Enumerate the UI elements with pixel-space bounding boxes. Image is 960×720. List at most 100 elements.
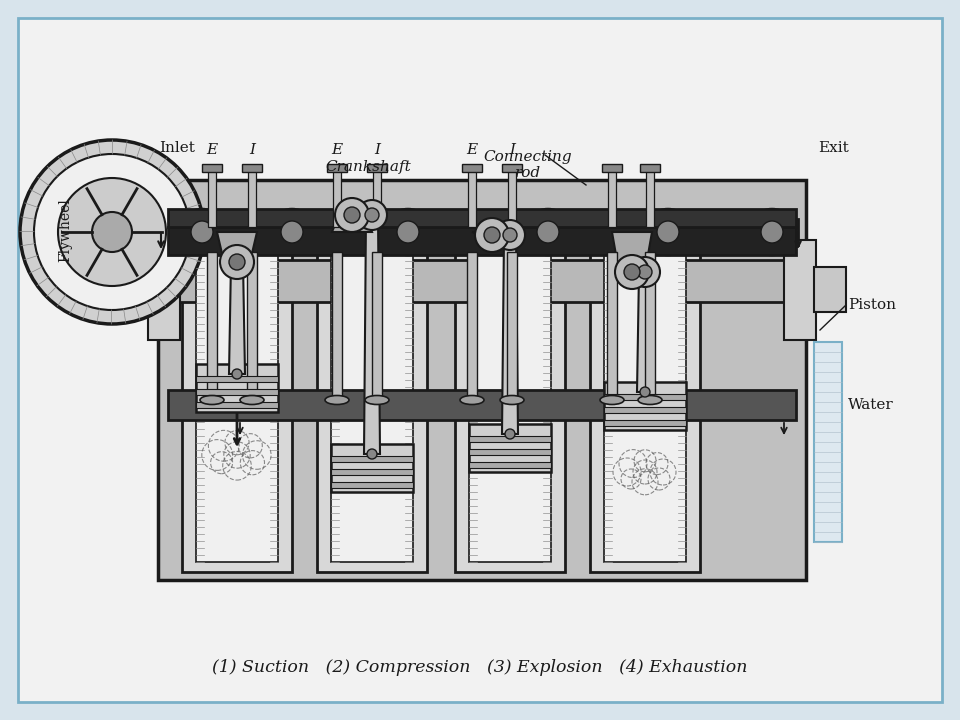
Bar (604, 382, 686, 430)
Text: Water: Water (848, 398, 894, 412)
Circle shape (34, 154, 190, 310)
Text: E: E (206, 143, 218, 157)
Circle shape (749, 209, 795, 255)
Polygon shape (472, 232, 512, 235)
Bar (640, 164, 660, 172)
Bar (455, 242, 565, 572)
Circle shape (645, 209, 691, 255)
Circle shape (475, 218, 509, 252)
Bar (502, 164, 522, 172)
Bar (462, 164, 482, 172)
Bar (196, 389, 278, 395)
Circle shape (232, 369, 242, 379)
Circle shape (397, 221, 419, 243)
Ellipse shape (365, 395, 389, 405)
Circle shape (222, 247, 252, 277)
Ellipse shape (460, 395, 484, 405)
Circle shape (385, 209, 431, 255)
Ellipse shape (600, 395, 624, 405)
Bar (331, 242, 413, 562)
Circle shape (640, 387, 650, 397)
Bar (604, 394, 686, 400)
Bar (814, 267, 846, 312)
Bar (202, 164, 222, 172)
Circle shape (495, 220, 525, 250)
Bar (168, 209, 796, 227)
Bar (608, 169, 616, 227)
Bar (331, 456, 413, 462)
Circle shape (505, 429, 515, 439)
Bar (604, 420, 686, 426)
Circle shape (191, 221, 213, 243)
Text: Exit: Exit (818, 141, 849, 155)
Bar (814, 342, 842, 542)
Circle shape (20, 140, 204, 324)
Polygon shape (332, 215, 372, 232)
Bar (468, 169, 476, 227)
Bar (333, 169, 341, 227)
Circle shape (615, 255, 649, 289)
Ellipse shape (240, 395, 264, 405)
Bar (469, 242, 551, 562)
Bar (469, 436, 551, 442)
Circle shape (357, 200, 387, 230)
Bar (248, 169, 256, 227)
Text: Crankshaft: Crankshaft (325, 160, 411, 174)
Bar (331, 469, 413, 475)
Bar (645, 252, 655, 400)
Circle shape (344, 207, 360, 223)
Bar (331, 444, 413, 492)
Circle shape (220, 245, 254, 279)
Ellipse shape (200, 395, 224, 405)
Text: I: I (374, 143, 380, 157)
Text: E: E (331, 143, 343, 157)
Polygon shape (229, 262, 245, 374)
Bar (331, 482, 413, 488)
Bar (208, 169, 216, 227)
Text: (1) Suction   (2) Compression   (3) Explosion   (4) Exhaustion: (1) Suction (2) Compression (3) Explosio… (212, 660, 748, 677)
Bar (120, 267, 155, 312)
Circle shape (281, 221, 303, 243)
Bar (467, 252, 477, 400)
Bar (607, 252, 617, 400)
Bar (469, 449, 551, 455)
Bar (247, 252, 257, 400)
Bar (508, 169, 516, 227)
Bar (590, 242, 700, 572)
Bar (170, 260, 794, 302)
Circle shape (335, 198, 369, 232)
Circle shape (638, 265, 652, 279)
Circle shape (537, 221, 559, 243)
Polygon shape (217, 232, 257, 262)
Bar (182, 242, 292, 572)
Bar (327, 164, 347, 172)
Bar (646, 169, 654, 227)
Circle shape (58, 178, 166, 286)
Bar (178, 219, 798, 245)
Bar (242, 164, 262, 172)
FancyBboxPatch shape (18, 18, 942, 702)
Ellipse shape (638, 395, 662, 405)
Ellipse shape (500, 395, 524, 405)
Bar (317, 242, 427, 572)
Bar (469, 424, 551, 472)
Circle shape (657, 221, 679, 243)
Circle shape (484, 227, 500, 243)
Circle shape (92, 212, 132, 252)
Bar (604, 242, 686, 562)
Polygon shape (637, 272, 653, 392)
Bar (168, 390, 796, 420)
Text: Piston: Piston (848, 298, 896, 312)
Text: Connecting
rod: Connecting rod (484, 150, 572, 180)
Circle shape (503, 228, 517, 242)
Circle shape (525, 209, 571, 255)
Circle shape (630, 257, 660, 287)
Bar (196, 402, 278, 408)
Circle shape (367, 449, 377, 459)
Bar (148, 240, 180, 340)
Bar (784, 240, 816, 340)
Ellipse shape (325, 395, 349, 405)
Text: I: I (249, 143, 255, 157)
Bar (158, 180, 806, 580)
Bar (373, 169, 381, 227)
